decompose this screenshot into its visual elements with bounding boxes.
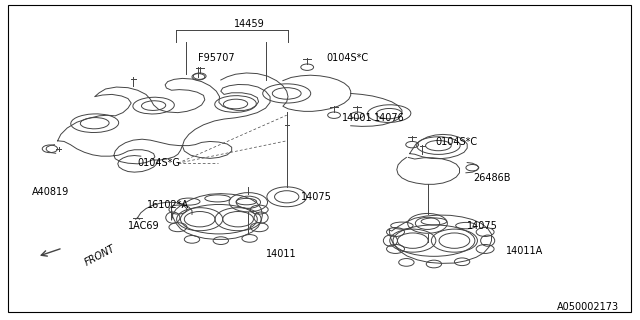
Text: 0104S*G: 0104S*G (138, 158, 180, 168)
Text: 0104S*C: 0104S*C (326, 52, 369, 63)
Text: FRONT: FRONT (83, 244, 117, 268)
Text: A40819: A40819 (32, 187, 69, 197)
Text: 14075: 14075 (301, 192, 332, 202)
Text: F95707: F95707 (198, 52, 235, 63)
Text: 16102*A: 16102*A (147, 200, 189, 210)
Text: 26486B: 26486B (474, 172, 511, 183)
Text: 14459: 14459 (234, 19, 265, 29)
Text: 14075: 14075 (467, 220, 498, 231)
Text: 14011: 14011 (266, 249, 296, 260)
Text: 0104S*C: 0104S*C (435, 137, 477, 148)
Text: 14076: 14076 (374, 113, 405, 124)
Text: A050002173: A050002173 (557, 302, 619, 312)
Text: 1AC69: 1AC69 (128, 220, 159, 231)
Text: 14011A: 14011A (506, 246, 543, 256)
Text: 14001: 14001 (342, 113, 373, 124)
